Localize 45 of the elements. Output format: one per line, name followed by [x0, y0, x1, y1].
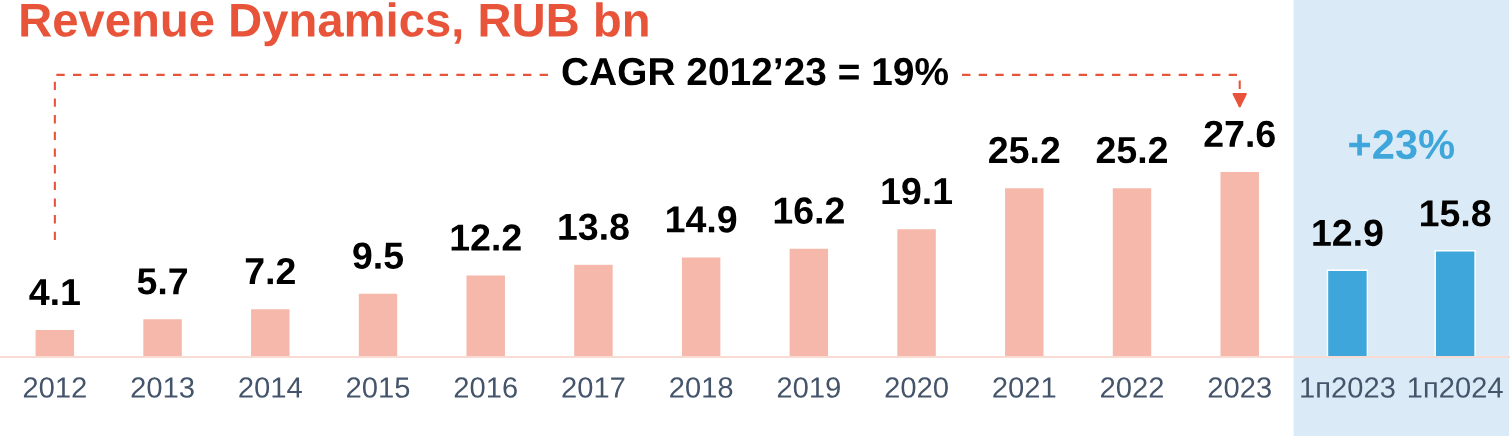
data-label: 4.1	[29, 279, 80, 305]
x-tick-label: 2020	[885, 377, 948, 398]
x-tick-label: 2019	[777, 377, 840, 398]
x-tick-label: 2018	[670, 377, 733, 398]
text: CAGR 2012’23 = 19%	[562, 57, 948, 86]
x-tick-label: 2022	[1101, 377, 1163, 398]
x-tick-label: 2013	[131, 377, 194, 398]
bar	[1219, 170, 1261, 357]
bar	[1326, 269, 1369, 357]
data-label: 16.2	[774, 197, 844, 224]
data-label: 19.1	[882, 177, 953, 205]
bar	[680, 256, 722, 357]
data-label: 9.5	[353, 242, 404, 269]
data-label: 15.8	[1421, 200, 1491, 227]
text: +23%	[1349, 129, 1455, 160]
x-tick-label: 1п2024	[1408, 377, 1503, 398]
bar	[465, 274, 507, 357]
x-tick-label: 2023	[1208, 377, 1271, 398]
x-tick-label: 2021	[993, 377, 1056, 398]
data-label: 27.6	[1204, 120, 1275, 148]
bar	[788, 247, 830, 357]
data-label: 12.9	[1313, 219, 1383, 247]
bar	[249, 307, 291, 357]
x-tick-label: 2012	[23, 377, 86, 398]
data-label: 25.2	[989, 136, 1060, 164]
x-tick-label: 2014	[239, 377, 302, 398]
data-label: 5.7	[137, 268, 187, 295]
bar	[357, 292, 399, 357]
bar	[1111, 186, 1153, 357]
data-label: 14.9	[667, 206, 737, 233]
data-label: 7.2	[245, 257, 295, 285]
bar	[1434, 250, 1476, 357]
x-tick-label: 1п2023	[1301, 377, 1395, 398]
x-tick-label: 2015	[347, 377, 410, 398]
data-label: 25.2	[1096, 136, 1167, 164]
data-label: 13.8	[559, 213, 629, 241]
bar	[34, 328, 76, 357]
x-tick-label: 2017	[562, 377, 625, 398]
bar	[1003, 186, 1045, 357]
x-tick-label: 2016	[454, 377, 517, 398]
bar	[141, 317, 184, 357]
data-label: 12.2	[451, 224, 521, 251]
bar	[572, 263, 615, 357]
bar	[895, 227, 938, 357]
chart-title: Revenue Dynamics, RUB bn	[21, 2, 648, 47]
